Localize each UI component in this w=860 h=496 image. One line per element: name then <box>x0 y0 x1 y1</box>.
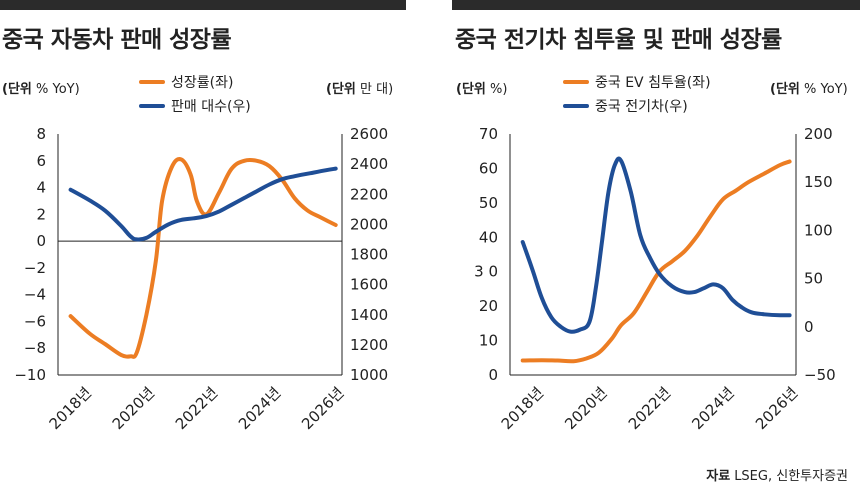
right-chart-left-tick-label: 60 <box>479 159 498 177</box>
left-chart-left-tick-label: 6 <box>36 152 46 170</box>
left-chart-x-tick-label: 2018년 <box>46 384 95 433</box>
left-chart-left-tick-label: −10 <box>14 366 46 384</box>
legend-swatch-orange <box>563 80 589 84</box>
right-chart-title: 중국 전기차 침투율 및 판매 성장률 <box>455 27 782 53</box>
right-title-bar <box>452 0 860 10</box>
right-chart-left-tick-label: 70 <box>479 125 498 143</box>
left-chart-x-tick-label: 2022년 <box>172 384 221 433</box>
right-chart-x-tick-label: 2022년 <box>625 384 674 433</box>
right-chart-series-left-axis-line <box>520 159 792 364</box>
right-chart-x-tick-label: 2026년 <box>752 384 801 433</box>
left-chart-right-tick-label: 2400 <box>350 155 388 173</box>
left-chart-right-tick-label: 2000 <box>350 215 388 233</box>
left-chart-right-tick-label: 1800 <box>350 246 388 264</box>
right-chart-x-tick-label: 2018년 <box>498 384 547 433</box>
right-chart-right-tick-label: −50 <box>804 366 836 384</box>
right-chart-left-tick-label: 20 <box>479 297 498 315</box>
left-chart-title: 중국 자동차 판매 성장률 <box>2 27 232 53</box>
right-chart-x-tick-label: 2024년 <box>688 384 737 433</box>
left-chart-left-unit: (단위 % YoY) <box>2 82 80 97</box>
left-title-bar <box>0 0 406 10</box>
left-chart-right-unit: (단위 만 대) <box>326 82 394 97</box>
left-chart-right-tick-label: 2600 <box>350 125 388 143</box>
left-chart-left-tick-label: 2 <box>36 205 46 223</box>
legend-growth-rate: 성장률(좌) <box>139 72 233 92</box>
left-chart-right-tick-label: 1200 <box>350 336 388 354</box>
left-chart-right-tick-label: 1000 <box>350 366 388 384</box>
left-chart-right-tick-label: 1400 <box>350 306 388 324</box>
legend-swatch-orange <box>139 80 165 84</box>
left-chart-left-tick-label: −8 <box>24 339 46 357</box>
right-chart-left-tick-label: 40 <box>479 228 498 246</box>
left-chart-x-tick-label: 2020년 <box>109 384 158 433</box>
left-chart-left-tick-label: 8 <box>36 125 46 143</box>
left-chart-x-tick-label: 2024년 <box>235 384 284 433</box>
left-chart-series-right-axis-line <box>68 166 338 242</box>
legend-swatch-blue <box>139 104 165 108</box>
left-chart-right-tick-label: 1600 <box>350 276 388 294</box>
legend-ev-penetration: 중국 EV 침투율(좌) <box>563 72 711 92</box>
left-chart-left-tick-label: −2 <box>24 259 46 277</box>
right-chart-right-tick-label: 150 <box>804 173 833 191</box>
right-chart-right-tick-label: 0 <box>804 318 814 336</box>
legend-sales-volume: 판매 대수(우) <box>139 96 251 116</box>
left-chart-left-tick-label: 0 <box>36 232 46 250</box>
right-chart-right-unit: (단위 % YoY) <box>770 82 848 97</box>
right-chart-left-tick-label: 3 0 <box>474 263 498 281</box>
right-chart-series-right-axis-line <box>520 156 792 334</box>
left-chart-left-tick-label: −6 <box>24 312 46 330</box>
legend-swatch-blue <box>563 104 589 108</box>
left-chart-x-tick-label: 2026년 <box>298 384 347 433</box>
left-chart-left-tick-label: −4 <box>24 286 46 304</box>
right-chart-right-tick-label: 50 <box>804 270 823 288</box>
right-chart-left-tick-label: 10 <box>479 332 498 350</box>
left-chart-right-tick-label: 2200 <box>350 185 388 203</box>
left-chart-left-tick-label: 4 <box>36 179 46 197</box>
right-chart-left-tick-label: 0 <box>488 366 498 384</box>
source-note: 자료 LSEG, 신한투자증권 <box>706 469 848 484</box>
legend-ev-growth: 중국 전기차(우) <box>563 96 688 116</box>
right-chart-left-unit: (단위 %) <box>456 82 508 97</box>
right-chart-x-tick-label: 2020년 <box>561 384 610 433</box>
right-chart-right-tick-label: 200 <box>804 125 833 143</box>
right-chart-left-tick-label: 50 <box>479 194 498 212</box>
right-chart-right-tick-label: 100 <box>804 221 833 239</box>
left-chart-series-left-axis-line <box>68 157 338 359</box>
